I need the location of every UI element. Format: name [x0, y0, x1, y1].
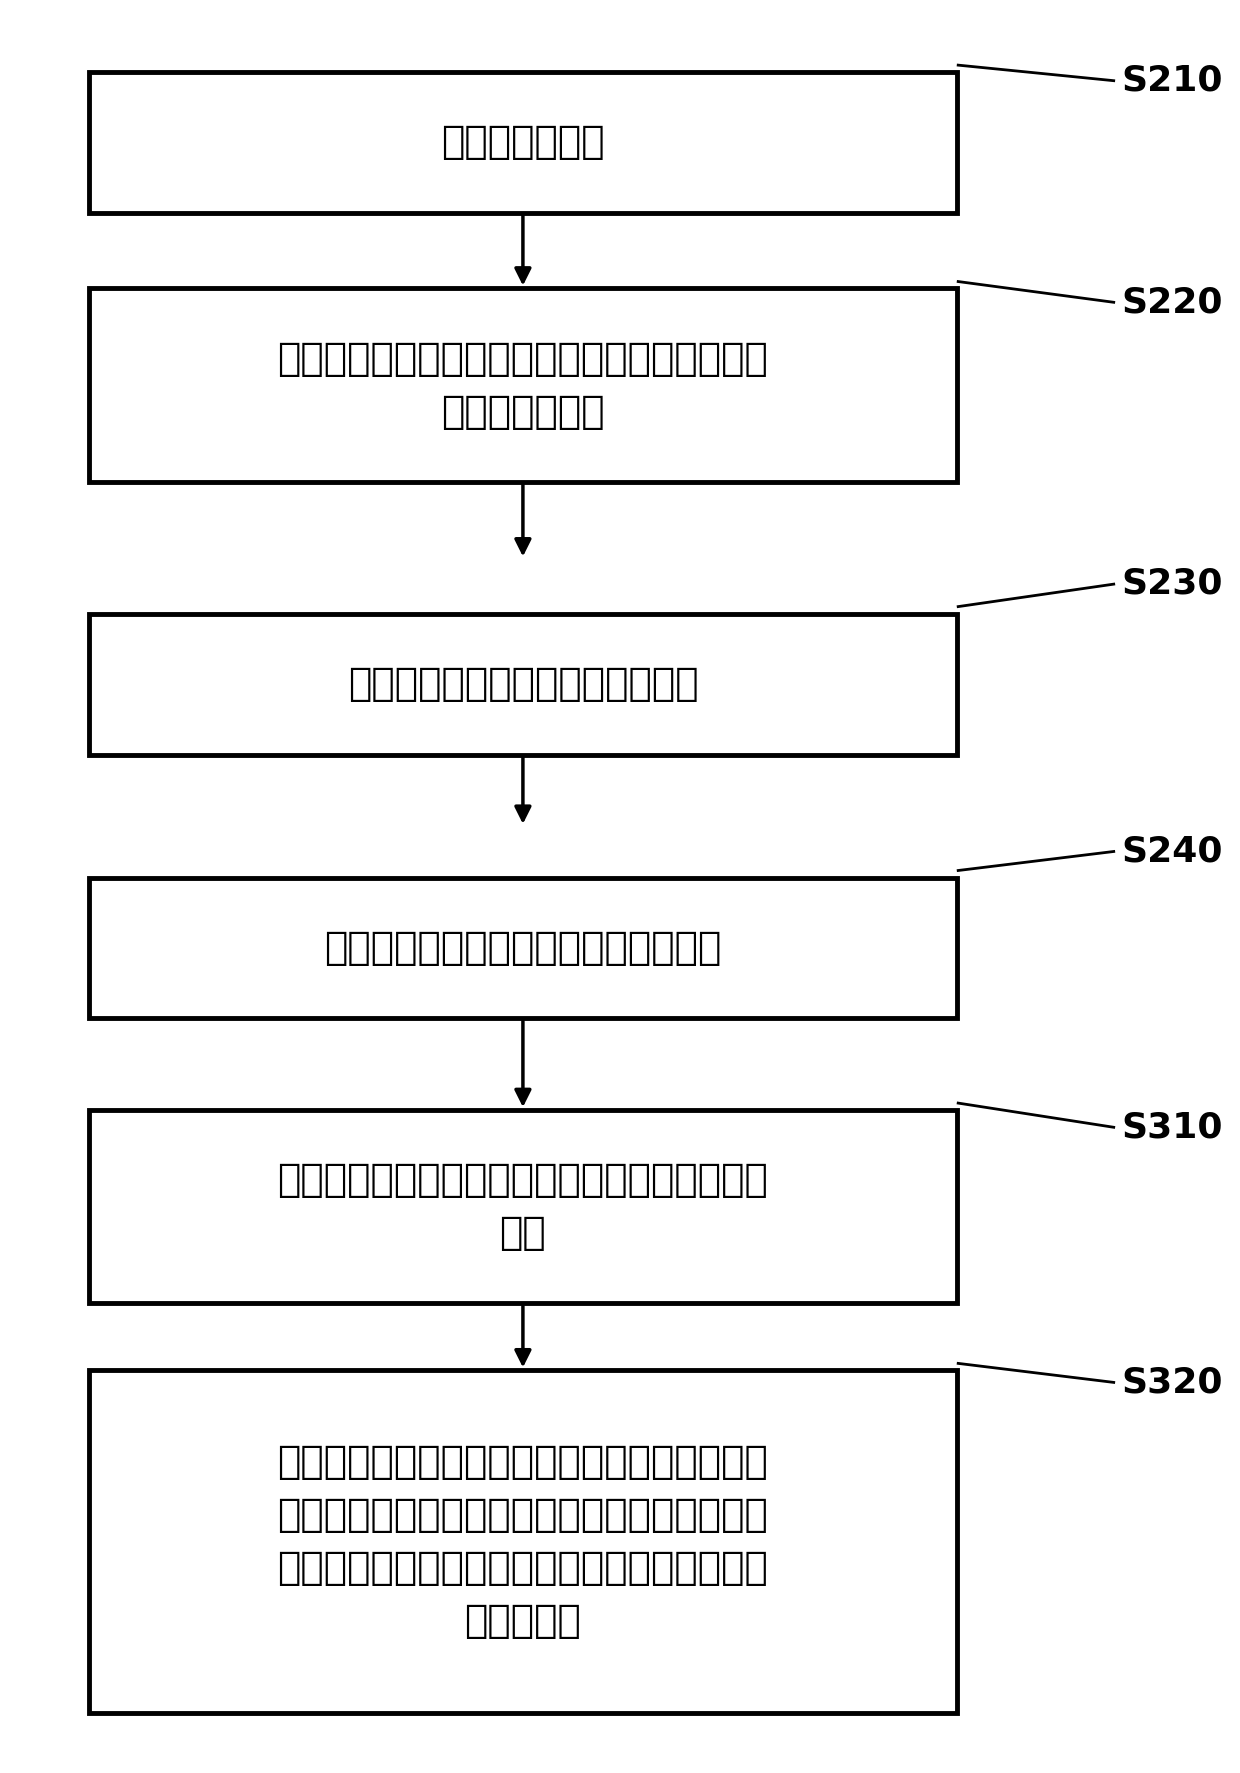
Text: 为每个待处理子业务设置处理线程: 为每个待处理子业务设置处理线程 [347, 665, 698, 704]
Text: S210: S210 [1121, 64, 1223, 98]
Text: 获取待处理业务: 获取待处理业务 [441, 124, 605, 161]
Text: S310: S310 [1121, 1110, 1223, 1145]
Text: S230: S230 [1121, 567, 1223, 601]
Text: S240: S240 [1121, 835, 1223, 869]
Bar [89, 73, 957, 213]
Text: S220: S220 [1121, 285, 1223, 319]
Bar [89, 613, 957, 755]
Bar [89, 1371, 957, 1713]
Bar [89, 878, 957, 1018]
Text: 基于预定业务流程，将待处理业务划分为多个有
序待处理子业务: 基于预定业务流程，将待处理业务划分为多个有 序待处理子业务 [278, 340, 769, 431]
Text: 通过处理线程处理对应的待处理子业务: 通过处理线程处理对应的待处理子业务 [324, 929, 722, 966]
Text: 在前序待处理子业务处理完成的情况下，将处理
完成的数据保存到有序阻塞队列中，以使得后序
处理线程能获取处理完成的数据，以处理后序待
处理子业务: 在前序待处理子业务处理完成的情况下，将处理 完成的数据保存到有序阻塞队列中，以使… [278, 1443, 769, 1640]
Text: 检测前序处理线程是否将前序待处理子业务处理
完成: 检测前序处理线程是否将前序待处理子业务处理 完成 [278, 1161, 769, 1252]
Text: S320: S320 [1121, 1365, 1223, 1399]
Bar [89, 1110, 957, 1303]
Bar [89, 289, 957, 482]
